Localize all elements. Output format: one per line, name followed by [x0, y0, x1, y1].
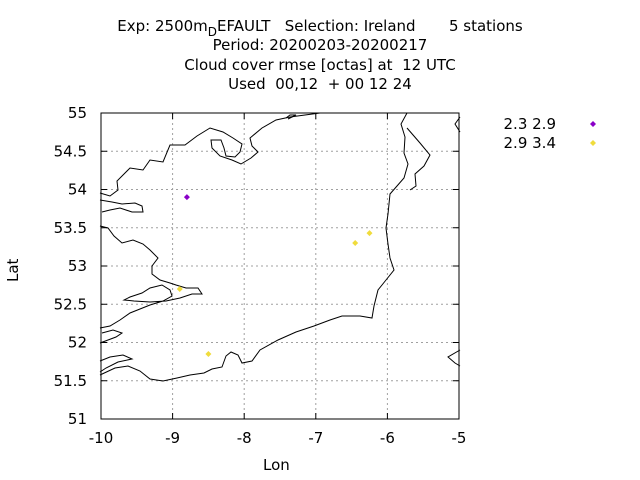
- axis-ticks: -10 -9 -8 -7 -6 -5 51 51.5 52 52.5 53 53.5 54 54.5 55: [54, 104, 467, 447]
- y-tick-label: 52: [68, 334, 87, 352]
- coastline-south-coast: [99, 112, 409, 382]
- x-tick-label: -5: [452, 429, 467, 447]
- data-points: [176, 194, 373, 357]
- title-exp-prefix: Exp: 2500m: [117, 17, 208, 35]
- coastline-scotland: [454, 116, 461, 133]
- station-marker: [183, 194, 190, 201]
- plot-title-line-3: Cloud cover rmse [octas] at 12 UTC: [184, 56, 456, 74]
- coastline-northwest: [99, 199, 144, 213]
- y-tick-label: 54.5: [54, 142, 87, 160]
- legend-marker: [590, 140, 596, 146]
- x-tick-label: -10: [89, 429, 114, 447]
- station-marker: [352, 240, 359, 247]
- coastline-southwest: [99, 329, 124, 344]
- plot-title-line-1: Exp: 2500mDEFAULT Selection: Ireland 5 s…: [0, 17, 640, 42]
- plot-frame: [100, 112, 460, 420]
- coastline-wales: [447, 349, 461, 367]
- y-tick-label: 53: [68, 257, 87, 275]
- coastline-ulster: [406, 127, 431, 191]
- x-tick-label: -6: [380, 429, 395, 447]
- y-tick-label: 51: [68, 410, 87, 428]
- station-marker: [205, 350, 212, 357]
- y-tick-label: 55: [68, 104, 87, 122]
- coastline: [99, 112, 461, 382]
- coastline-northeast: [285, 114, 297, 120]
- x-tick-label: -7: [308, 429, 323, 447]
- title-exp-sub: D: [207, 25, 218, 39]
- legend-marker: [590, 121, 596, 127]
- y-tick-label: 53.5: [54, 219, 87, 237]
- legend-entry-label: 2.9 3.4: [503, 134, 556, 152]
- coastline-south: [99, 354, 134, 373]
- station-marker: [366, 230, 373, 237]
- plot-title-line-4: Used 00,12 + 00 12 24: [228, 75, 412, 93]
- legend-markers: [590, 121, 596, 146]
- x-tick-label: -8: [237, 429, 252, 447]
- y-tick-label: 54: [68, 181, 87, 199]
- legend-entry-label: 2.3 2.9: [503, 115, 556, 133]
- grid-lines: [101, 113, 459, 419]
- station-marker: [176, 285, 183, 292]
- y-tick-label: 52.5: [54, 295, 87, 313]
- coastline-galway: [99, 225, 203, 329]
- x-axis-label: Lon: [263, 456, 290, 474]
- title-exp-rest: EFAULT Selection: Ireland 5 stations: [217, 17, 523, 35]
- x-tick-label: -9: [165, 429, 180, 447]
- plot-title-line-2: Period: 20200203-20200217: [212, 36, 428, 54]
- coastline-west: [99, 112, 345, 197]
- y-axis-label: Lat: [4, 258, 22, 282]
- y-tick-label: 51.5: [54, 372, 87, 390]
